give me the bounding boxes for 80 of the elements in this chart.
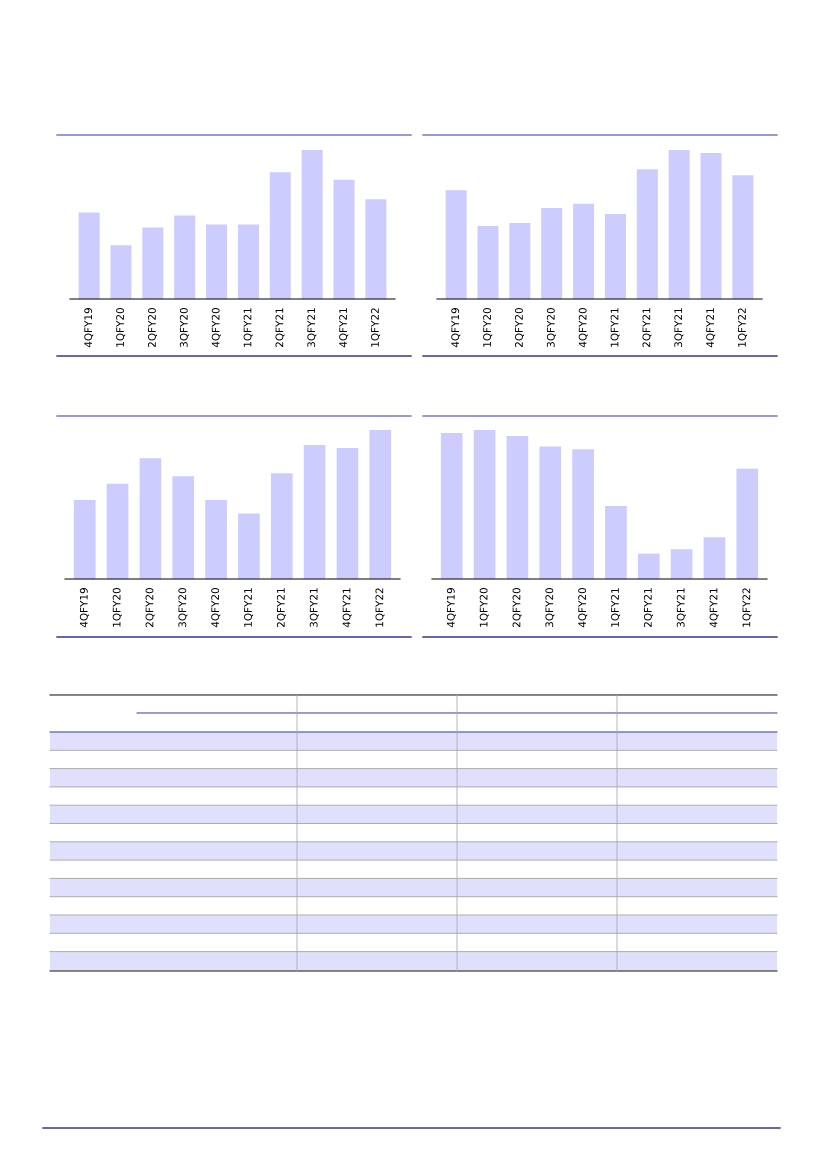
x-tick-label: 2QFY20	[514, 308, 525, 348]
bar	[605, 505, 627, 579]
bar	[573, 203, 595, 299]
bar	[174, 215, 196, 299]
bar	[445, 190, 467, 299]
bar	[269, 172, 291, 299]
x-tick-label: 1QFY21	[244, 588, 254, 627]
bar	[541, 208, 563, 299]
bar	[636, 169, 658, 299]
bar	[106, 483, 129, 579]
x-tick-label: 2QFY21	[275, 308, 285, 348]
bar	[700, 152, 722, 299]
x-tick-label: 4QFY19	[79, 588, 89, 628]
x-tick-label: 1QFY20	[116, 308, 126, 347]
x-tick-label: 3QFY20	[179, 308, 189, 347]
x-tick-label: 1QFY22	[371, 308, 381, 347]
bar	[238, 513, 260, 579]
x-tick-label: 2QFY21	[643, 588, 653, 628]
x-tick-label: 1QFY22	[738, 308, 748, 347]
bar	[365, 199, 387, 299]
bar	[509, 223, 531, 299]
x-tick-label: 1QFY22	[375, 588, 385, 627]
x-tick-label: 2QFY20	[512, 588, 522, 628]
x-tick-label: 2QFY20	[147, 308, 158, 348]
bar	[668, 150, 690, 299]
x-tick-label: 4QFY21	[342, 588, 352, 628]
bar	[670, 549, 693, 579]
x-tick-label: 4QFY20	[211, 588, 221, 628]
bar	[205, 500, 227, 579]
bar	[206, 224, 228, 299]
x-tick-label: 3QFY21	[307, 308, 317, 347]
x-tick-label: 4QFY20	[578, 308, 588, 348]
bar	[303, 444, 326, 579]
bar	[477, 225, 499, 299]
bar	[333, 179, 355, 299]
bar	[440, 432, 463, 579]
x-tick-label: 1QFY20	[479, 588, 489, 627]
bar	[142, 227, 164, 299]
x-tick-label: 1QFY22	[742, 588, 752, 627]
bar	[78, 212, 100, 299]
bar	[301, 150, 323, 299]
x-tick-label: 4QFY20	[211, 308, 221, 348]
bar	[506, 435, 529, 579]
bar	[369, 430, 392, 579]
x-tick-label: 1QFY20	[112, 588, 122, 627]
x-tick-label: 4QFY20	[578, 588, 588, 628]
bar	[270, 473, 293, 579]
bar	[637, 553, 660, 579]
bar	[539, 446, 562, 579]
bar	[110, 245, 132, 299]
x-tick-label: 2QFY21	[642, 308, 652, 348]
x-tick-label: 4QFY21	[709, 588, 719, 628]
x-tick-label: 3QFY21	[676, 588, 686, 627]
bar	[703, 537, 726, 579]
bar	[73, 500, 96, 579]
x-tick-label: 4QFY21	[706, 308, 716, 348]
x-tick-label: 3QFY21	[674, 308, 684, 347]
x-tick-label: 2QFY21	[276, 588, 286, 628]
x-tick-label: 1QFY21	[243, 308, 253, 347]
bar	[473, 430, 496, 579]
x-tick-label: 4QFY19	[446, 588, 456, 628]
bar	[172, 476, 195, 579]
x-tick-label: 3QFY20	[178, 588, 188, 627]
x-tick-label: 4QFY19	[451, 308, 461, 348]
x-tick-label: 4QFY21	[339, 308, 349, 348]
x-tick-label: 4QFY19	[84, 308, 94, 348]
x-tick-label: 1QFY20	[483, 308, 493, 347]
bar	[732, 175, 754, 299]
x-tick-label: 3QFY20	[546, 308, 556, 347]
bar	[139, 458, 162, 579]
x-tick-label: 3QFY20	[545, 588, 555, 627]
bar	[237, 224, 259, 299]
bar	[736, 468, 759, 579]
x-tick-label: 2QFY20	[145, 588, 155, 628]
x-tick-label: 1QFY21	[610, 308, 620, 347]
bar	[604, 214, 626, 299]
x-tick-label: 3QFY21	[309, 588, 319, 627]
x-tick-label: 1QFY21	[611, 588, 621, 627]
bar	[336, 447, 359, 579]
bar	[572, 449, 594, 579]
